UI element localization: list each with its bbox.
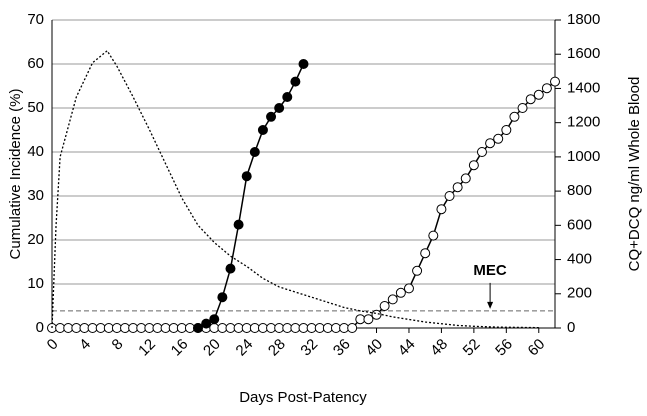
y2-tick-label: 1200 (567, 114, 600, 131)
data-point (225, 263, 236, 274)
data-point (363, 314, 374, 325)
data-point (541, 83, 552, 94)
data-point (347, 323, 358, 333)
y-tick-label: 50 (27, 99, 44, 116)
y2-tick-label: 400 (567, 251, 592, 268)
data-point (387, 294, 398, 305)
x-tick-label: 24 (233, 336, 257, 360)
data-point (274, 103, 285, 113)
y2-tick-label: 1600 (567, 45, 600, 62)
data-point (298, 59, 309, 69)
x-tick-label: 0 (44, 336, 62, 354)
data-point (517, 103, 528, 113)
y-tick-label: 0 (36, 319, 44, 336)
data-point (379, 301, 390, 311)
data-point (249, 147, 260, 157)
data-point (241, 171, 252, 182)
mec-label: MEC (473, 262, 507, 279)
data-point (444, 191, 455, 201)
data-point (452, 182, 463, 193)
data-point (420, 248, 431, 259)
x-tick-label: 48 (427, 336, 451, 360)
x-tick-label: 60 (525, 336, 549, 360)
series-line (52, 81, 556, 329)
data-point (533, 89, 544, 100)
data-point (493, 133, 504, 144)
x-tick-label: 4 (76, 336, 94, 354)
x-tick-label: 20 (200, 336, 224, 360)
data-point (403, 283, 414, 294)
data-point (485, 138, 496, 149)
y2-tick-label: 1000 (567, 148, 600, 165)
y-tick-label: 40 (27, 143, 44, 160)
data-point (468, 160, 479, 171)
mec-arrowhead (487, 301, 494, 309)
y2-tick-label: 200 (567, 285, 592, 302)
y-tick-label: 20 (27, 231, 44, 248)
y-tick-label: 70 (27, 11, 44, 28)
data-point (525, 94, 536, 105)
data-point (436, 204, 447, 215)
data-point (371, 309, 382, 320)
data-point (509, 111, 520, 122)
x-axis-label: Days Post-Patency (239, 389, 367, 406)
x-tick-label: 36 (330, 336, 354, 360)
data-point (460, 173, 471, 184)
data-point (282, 92, 293, 102)
data-point (201, 318, 212, 329)
data-point (290, 76, 301, 87)
x-tick-label: 52 (460, 336, 484, 360)
y2-tick-label: 0 (567, 319, 575, 336)
data-point (233, 219, 244, 230)
y-tick-label: 10 (27, 275, 44, 292)
x-tick-label: 8 (109, 336, 127, 354)
x-tick-label: 16 (168, 336, 192, 360)
y2-tick-label: 800 (567, 182, 592, 199)
y2-tick-label: 600 (567, 216, 592, 233)
y2-tick-label: 1800 (567, 11, 600, 28)
data-point (266, 111, 277, 122)
series-line (51, 49, 539, 329)
y2-tick-label: 1400 (567, 79, 600, 96)
data-point (476, 147, 487, 157)
x-tick-label: 40 (362, 336, 386, 360)
data-point (428, 230, 439, 241)
data-point (395, 287, 406, 298)
y-tick-label: 60 (27, 55, 44, 72)
y-tick-label: 30 (27, 187, 44, 204)
data-point (257, 125, 268, 135)
data-point (501, 125, 512, 135)
data-point (209, 314, 220, 325)
data-point (412, 265, 423, 276)
x-tick-label: 32 (297, 336, 321, 360)
x-tick-label: 12 (135, 336, 159, 360)
x-tick-label: 28 (265, 336, 289, 360)
data-point (550, 76, 560, 87)
data-point (193, 323, 204, 333)
x-tick-label: 44 (395, 336, 419, 360)
x-tick-label: 56 (492, 336, 516, 360)
data-point (217, 292, 228, 303)
y-axis-label: Cumulative Incidence (%) (7, 89, 24, 260)
y2-axis-label: CQ+DCQ ng/ml Whole Blood (626, 77, 643, 272)
